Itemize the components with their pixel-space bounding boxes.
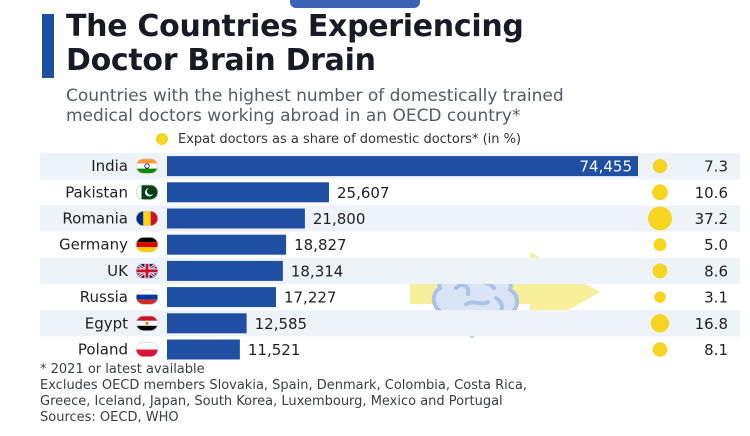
bar-germany <box>167 234 287 255</box>
tick-label-egypt: Egypt <box>85 314 128 332</box>
title-line-2: Doctor Brain Drain <box>66 43 376 78</box>
data-label-egypt: 12,585 <box>255 315 307 333</box>
bar-romania <box>167 208 305 229</box>
title-line-1: The Countries Experiencing <box>66 9 524 44</box>
data-label-india: 74,455 <box>580 158 633 176</box>
flag-romania-icon <box>136 211 158 226</box>
flag-germany-icon <box>136 237 158 253</box>
flag-india-icon <box>136 158 158 174</box>
share-dot-india <box>652 159 668 174</box>
share-dot-romania <box>648 206 672 231</box>
data-label-poland: 11,521 <box>248 341 300 359</box>
share-dot-pakistan <box>652 184 668 201</box>
flag-egypt-icon <box>136 315 158 331</box>
share-label-uk: 8.6 <box>704 262 728 280</box>
data-label-germany: 18,827 <box>294 236 347 254</box>
infographic-card: The Countries Experiencing Doctor Brain … <box>10 0 740 436</box>
share-dot-germany <box>653 238 667 252</box>
tick-label-poland: Poland <box>78 341 128 359</box>
sources: Sources: OECD, WHO <box>40 410 179 425</box>
data-label-russia: 17,227 <box>284 289 337 307</box>
share-label-germany: 5.0 <box>704 236 728 254</box>
excludes-line-1: Excludes OECD members Slovakia, Spain, D… <box>40 378 528 393</box>
bar-poland <box>167 339 240 360</box>
footnote: * 2021 or latest available <box>40 362 205 377</box>
tick-label-uk: UK <box>107 262 129 280</box>
bar-india <box>167 156 638 177</box>
legend-dot-icon <box>156 133 168 145</box>
page-title: The Countries Experiencing Doctor Brain … <box>66 10 736 78</box>
bar-chart: India 74,455 7.3 Pakistan 25,607 10.6 Romania 2… <box>40 153 740 360</box>
share-label-poland: 8.1 <box>704 341 728 359</box>
bar-pakistan <box>167 182 329 203</box>
flag-russia-icon <box>136 289 158 305</box>
data-label-uk: 18,314 <box>291 262 344 280</box>
share-label-egypt: 16.8 <box>695 315 728 333</box>
share-dot-egypt <box>650 314 670 333</box>
share-dot-uk <box>652 263 668 279</box>
top-tab-decoration <box>290 0 420 8</box>
bar-uk <box>167 260 283 281</box>
bar-russia <box>167 287 276 308</box>
subtitle: Countries with the highest number of dom… <box>66 86 740 126</box>
title-accent-bar <box>42 14 54 78</box>
bar-egypt <box>167 313 247 334</box>
share-label-pakistan: 10.6 <box>695 184 728 202</box>
flag-uk-icon <box>136 263 158 279</box>
subtitle-line-1: Countries with the highest number of dom… <box>66 86 564 106</box>
data-label-romania: 21,800 <box>313 210 366 228</box>
flag-poland-icon <box>136 342 158 357</box>
tick-label-india: India <box>91 157 128 175</box>
tick-label-russia: Russia <box>80 288 128 306</box>
tick-label-romania: Romania <box>62 210 128 228</box>
share-label-romania: 37.2 <box>695 210 728 228</box>
share-label-india: 7.3 <box>704 158 728 176</box>
tick-label-germany: Germany <box>59 236 128 254</box>
share-dot-poland <box>652 342 668 357</box>
data-label-pakistan: 25,607 <box>337 184 390 202</box>
legend-label: Expat doctors as a share of domestic doc… <box>178 131 522 147</box>
excludes-line-2: Greece, Iceland, Japan, South Korea, Lux… <box>40 394 503 409</box>
share-label-russia: 3.1 <box>704 289 728 307</box>
share-dot-russia <box>654 291 666 303</box>
subtitle-line-2: medical doctors working abroad in an OEC… <box>66 106 521 126</box>
notes: * 2021 or latest available Excludes OECD… <box>40 362 740 426</box>
tick-label-pakistan: Pakistan <box>65 183 128 201</box>
legend: Expat doctors as a share of domestic doc… <box>156 130 521 148</box>
flag-pakistan-icon <box>136 184 158 200</box>
